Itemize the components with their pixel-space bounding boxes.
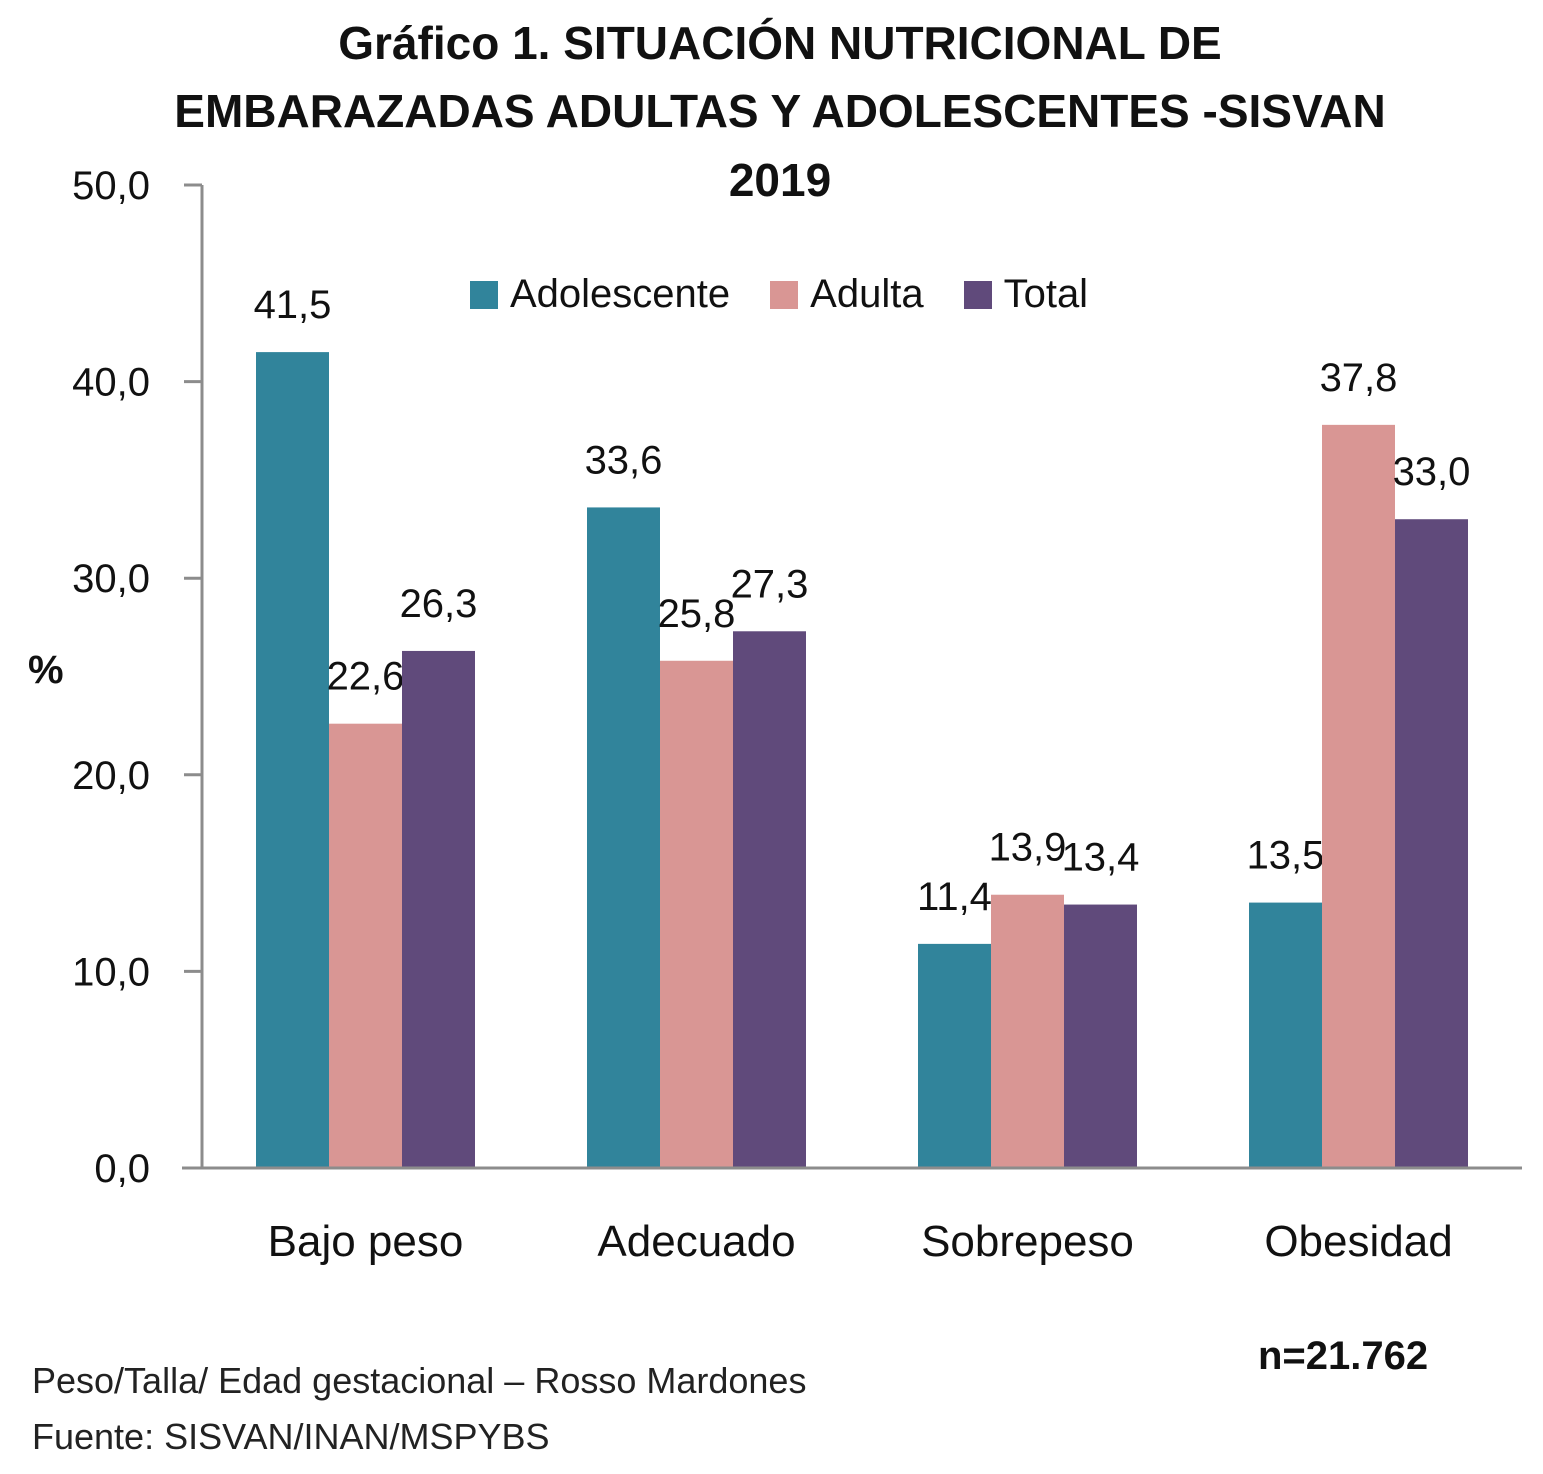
- data-label-adulta-3: 37,8: [1320, 356, 1398, 400]
- data-label-adulta-2: 13,9: [989, 826, 1067, 870]
- bar-adulta-0: [329, 723, 402, 1168]
- data-label-adolescente-1: 33,6: [585, 438, 663, 482]
- legend-item-adolescente: Adolescente: [470, 272, 730, 317]
- y-tick-label: 0,0: [94, 1147, 150, 1191]
- y-tick-label: 30,0: [72, 557, 150, 601]
- chart-title-line-2: EMBARAZADAS ADULTAS Y ADOLESCENTES -SISV…: [174, 85, 1386, 137]
- bar-total-1: [733, 631, 806, 1168]
- chart-title-line-1: Gráfico 1. SITUACIÓN NUTRICIONAL DE: [338, 17, 1222, 69]
- legend-label-total: Total: [1003, 272, 1089, 316]
- x-category-label: Bajo peso: [268, 1217, 464, 1266]
- y-tick-label: 20,0: [72, 754, 150, 798]
- y-axis-label: %: [28, 648, 64, 692]
- legend-item-total: Total: [963, 272, 1089, 317]
- y-tick-label: 10,0: [72, 950, 150, 994]
- x-category-label: Adecuado: [597, 1217, 795, 1266]
- legend-swatch-adolescente: [470, 280, 498, 309]
- data-label-total-0: 26,3: [400, 582, 478, 626]
- data-label-adolescente-2: 11,4: [917, 875, 992, 919]
- bar-total-0: [402, 650, 475, 1168]
- bar-adulta-1: [660, 660, 733, 1168]
- bar-adulta-3: [1322, 424, 1395, 1168]
- bar-adolescente-2: [918, 943, 991, 1168]
- footnote-method: Peso/Talla/ Edad gestacional – Rosso Mar…: [32, 1360, 807, 1401]
- bar-total-2: [1064, 904, 1137, 1168]
- bar-total-3: [1395, 519, 1468, 1168]
- legend-label-adulta: Adulta: [810, 272, 924, 316]
- sample-size-note: n=21.762: [1258, 1334, 1429, 1378]
- legend-swatch-adulta: [770, 280, 799, 309]
- chart-title-line-3: 2019: [728, 154, 832, 206]
- data-label-adolescente-0: 41,5: [254, 283, 332, 327]
- footnote-source: Fuente: SISVAN/INAN/MSPYBS: [32, 1416, 550, 1457]
- data-label-adolescente-3: 13,5: [1247, 834, 1325, 878]
- data-label-adulta-1: 25,8: [658, 592, 736, 636]
- legend: Adolescente Adulta Total: [470, 272, 1128, 317]
- bar-adolescente-3: [1249, 902, 1322, 1168]
- bar-adulta-2: [991, 894, 1064, 1168]
- data-label-adulta-0: 22,6: [327, 655, 405, 699]
- legend-item-adulta: Adulta: [770, 272, 924, 317]
- x-category-label: Obesidad: [1264, 1217, 1452, 1266]
- y-tick-label: 50,0: [72, 164, 150, 208]
- data-label-total-3: 33,0: [1393, 450, 1471, 494]
- bar-adolescente-0: [256, 352, 329, 1168]
- data-label-total-2: 13,4: [1062, 836, 1140, 880]
- data-label-total-1: 27,3: [731, 562, 809, 606]
- bar-adolescente-1: [587, 507, 660, 1168]
- y-tick-label: 40,0: [72, 361, 150, 405]
- x-category-label: Sobrepeso: [921, 1217, 1134, 1266]
- legend-label-adolescente: Adolescente: [510, 272, 731, 316]
- legend-swatch-total: [963, 280, 992, 309]
